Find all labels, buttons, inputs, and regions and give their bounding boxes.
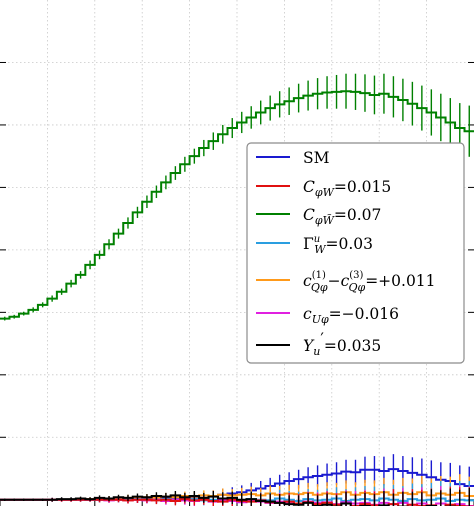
legend-label-sm: SM [303, 149, 330, 167]
legend-label-cuphi: cUφ=−0.016 [303, 305, 399, 326]
legend: SM CφW=0.015 CφW̃=0.07 Γu W=0.03 c(1) Qφ−c… [246, 142, 465, 364]
legend-label-cphiw: CφW=0.015 [303, 178, 391, 199]
legend-box [246, 142, 465, 364]
legend-label-cqphi: c(1) Qφ−c(3) Qφ=+0.011 [303, 270, 436, 294]
legend-label-cphiwtilde: CφW̃=0.07 [303, 206, 381, 227]
series-2 [0, 73, 474, 321]
legend-label-gammaw: Γu W=0.03 [303, 234, 373, 256]
plot-series [0, 73, 474, 506]
series-6 [0, 487, 470, 506]
legend-label-yu: Yu′=0.035 [303, 330, 381, 358]
